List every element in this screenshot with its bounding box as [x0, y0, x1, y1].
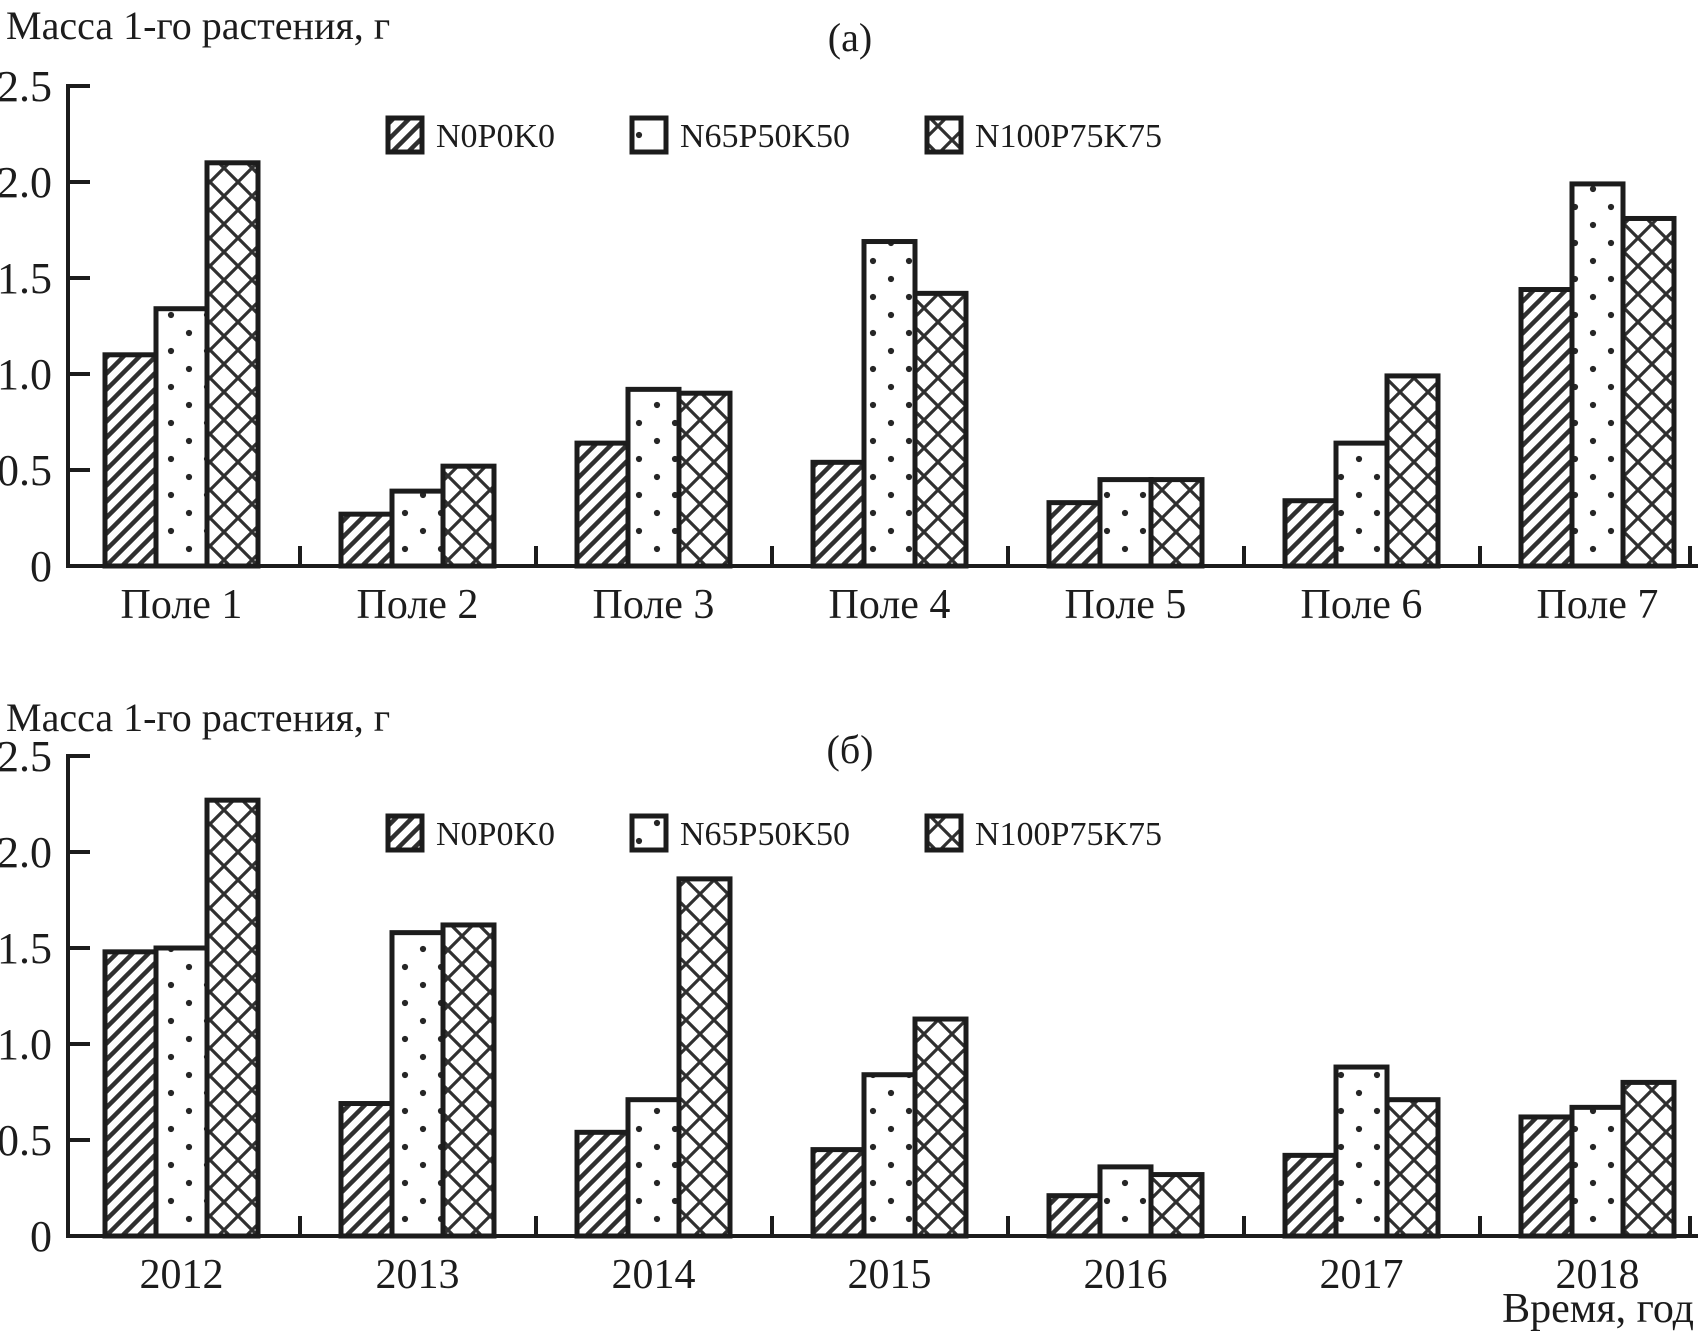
category-label: 2013 [376, 1252, 460, 1298]
bar-N100P75K75 [1148, 477, 1205, 569]
bar-N100P75K75 [676, 390, 733, 569]
y-tick-label: 2.0 [0, 158, 52, 207]
category-label: 2017 [1320, 1252, 1404, 1298]
legend-label: N100P75K75 [975, 816, 1162, 853]
legend-swatch [629, 115, 669, 155]
x-axis-title: Время, год [1502, 1286, 1694, 1332]
legend-swatch [385, 813, 425, 853]
legend-swatch [924, 115, 964, 155]
y-tick-label: 1.5 [0, 254, 52, 303]
legend-label: N0P0K0 [436, 816, 555, 853]
y-tick-label: 2.5 [0, 732, 52, 781]
chart-panel-b: 0 0.5 1.0 1.5 2.0 2.5 2012 2013 2014 2015 2016 2017… [0, 670, 1700, 1341]
legend-label: N100P75K75 [975, 118, 1162, 155]
bar-N65P50K50 [1333, 440, 1390, 569]
legend-swatch [924, 813, 964, 853]
bar-N100P75K75 [1384, 1097, 1441, 1239]
y-axis-title: Масса 1-го растения, г [6, 3, 391, 48]
y-tick-label: 1.0 [0, 350, 52, 399]
legend-label: N0P0K0 [436, 118, 555, 155]
bar-N65P50K50 [861, 239, 918, 569]
bar-N100P75K75 [440, 463, 497, 569]
bar-N0P0K0 [1518, 287, 1575, 569]
bar-N100P75K75 [1384, 373, 1441, 569]
bar-N65P50K50 [1569, 181, 1626, 569]
bar-N0P0K0 [1282, 1152, 1339, 1239]
y-tick-label: 2.5 [0, 62, 52, 111]
bar-N0P0K0 [1046, 500, 1103, 569]
legend: N0P0K0 N65P50K50 N100P75K75 [385, 813, 1162, 853]
category-label: 2018 [1556, 1252, 1640, 1298]
bar-N65P50K50 [153, 306, 210, 569]
category-label: Поле 4 [829, 582, 951, 628]
legend: N0P0K0 N65P50K50 N100P75K75 [385, 115, 1162, 155]
category-label: 2015 [848, 1252, 932, 1298]
bar-N65P50K50 [1569, 1104, 1626, 1239]
legend-swatch [385, 115, 425, 155]
bar-N0P0K0 [810, 459, 867, 569]
bar-N0P0K0 [1282, 498, 1339, 569]
y-tick-label: 1.0 [0, 1020, 52, 1069]
bar-N100P75K75 [676, 876, 733, 1239]
bar-N0P0K0 [810, 1147, 867, 1239]
bar-chart-a: 0 0.5 1.0 1.5 2.0 2.5 Поле 1 Поле 2 Поле 3 Поле 4… [0, 62, 1698, 628]
bar-N65P50K50 [625, 1097, 682, 1239]
y-tick-label: 0.5 [0, 1116, 52, 1165]
bar-N0P0K0 [574, 1129, 631, 1239]
chart-panel-a: 0 0.5 1.0 1.5 2.0 2.5 Поле 1 Поле 2 Поле 3 Поле 4… [0, 0, 1700, 670]
category-label: Поле 7 [1537, 582, 1659, 628]
bar-N65P50K50 [1333, 1064, 1390, 1239]
legend-label: N65P50K50 [680, 816, 850, 853]
bar-N0P0K0 [102, 949, 159, 1239]
category-label: 2014 [612, 1252, 696, 1298]
panel-label-a: (а) [827, 15, 873, 60]
bar-N100P75K75 [1620, 1079, 1677, 1239]
bar-N65P50K50 [1097, 1164, 1154, 1239]
category-label: 2016 [1084, 1252, 1168, 1298]
bar-N0P0K0 [338, 511, 395, 569]
bar-N65P50K50 [1097, 477, 1154, 569]
legend-label: N65P50K50 [680, 118, 850, 155]
panel-label-b: (б) [826, 727, 874, 772]
y-tick-label: 0 [30, 542, 52, 591]
bar-N0P0K0 [102, 352, 159, 569]
category-label: Поле 6 [1301, 582, 1423, 628]
category-label: Поле 2 [357, 582, 479, 628]
y-tick-label: 1.5 [0, 924, 52, 973]
y-axis-title: Масса 1-го растения, г [6, 695, 391, 740]
y-tick-label: 0 [30, 1212, 52, 1261]
legend-swatch [629, 813, 669, 853]
bar-N65P50K50 [861, 1072, 918, 1239]
bar-N100P75K75 [204, 160, 261, 569]
bar-N0P0K0 [574, 440, 631, 569]
bar-chart-b: 0 0.5 1.0 1.5 2.0 2.5 2012 2013 2014 2015 2016 2017… [0, 732, 1698, 1332]
bar-N65P50K50 [625, 386, 682, 569]
bar-N65P50K50 [389, 488, 446, 569]
category-label: Поле 1 [121, 582, 243, 628]
bar-N65P50K50 [389, 930, 446, 1239]
bar-N100P75K75 [912, 290, 969, 569]
bar-N0P0K0 [1046, 1193, 1103, 1239]
bar-N65P50K50 [153, 945, 210, 1239]
y-tick-label: 0.5 [0, 446, 52, 495]
bar-N100P75K75 [1620, 215, 1677, 569]
category-label: 2012 [140, 1252, 224, 1298]
category-label: Поле 5 [1065, 582, 1187, 628]
bar-N0P0K0 [1518, 1114, 1575, 1239]
bar-N100P75K75 [912, 1016, 969, 1239]
bar-N100P75K75 [204, 797, 261, 1239]
bar-N0P0K0 [338, 1101, 395, 1239]
y-tick-label: 2.0 [0, 828, 52, 877]
category-label: Поле 3 [593, 582, 715, 628]
bar-N100P75K75 [440, 922, 497, 1239]
bar-N100P75K75 [1148, 1172, 1205, 1239]
